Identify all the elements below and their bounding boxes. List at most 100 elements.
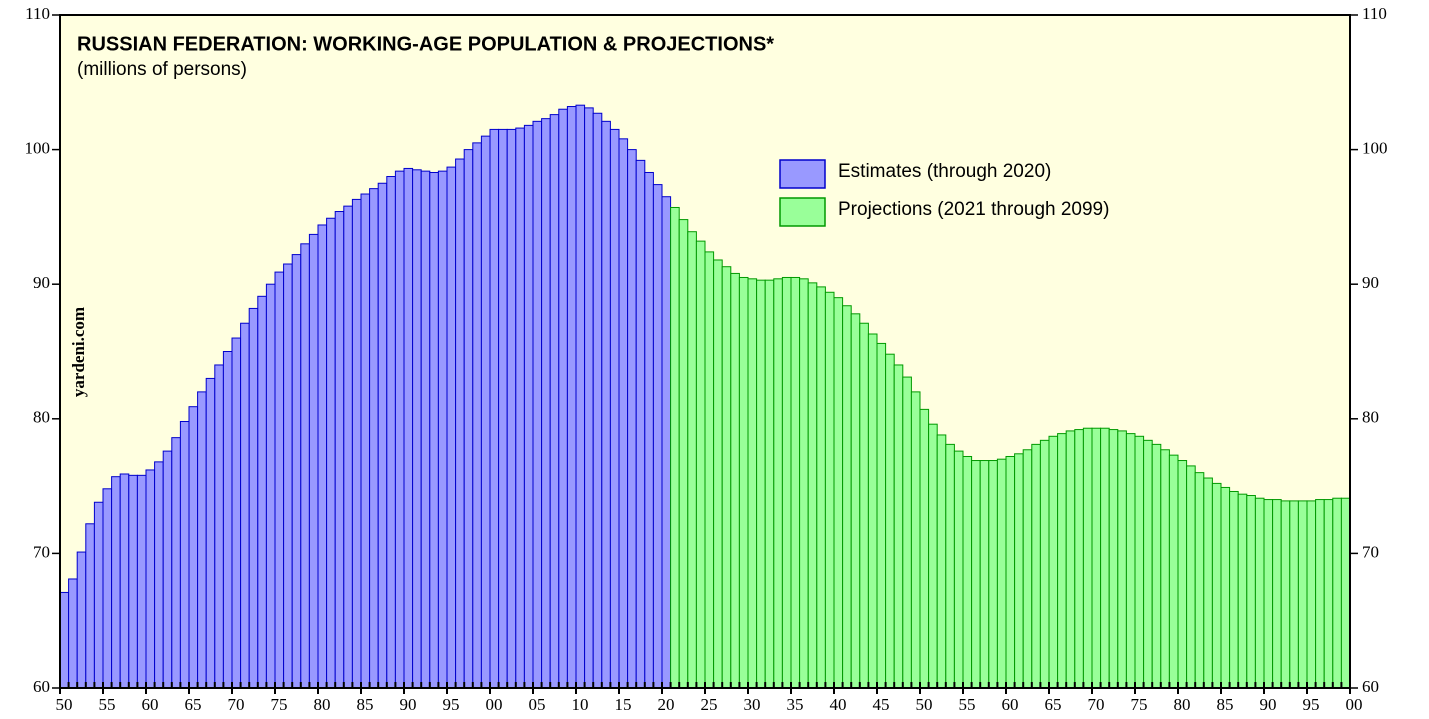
bar bbox=[136, 474, 147, 689]
bar bbox=[85, 523, 95, 689]
bar bbox=[403, 167, 414, 689]
bar bbox=[713, 259, 723, 689]
bar bbox=[351, 198, 362, 689]
bar bbox=[1254, 497, 1265, 689]
y2-tick-label: 110 bbox=[1362, 4, 1387, 23]
bar bbox=[420, 170, 431, 689]
bar bbox=[334, 211, 345, 689]
bar bbox=[1125, 433, 1136, 689]
bar bbox=[747, 278, 758, 689]
bar bbox=[515, 127, 525, 689]
bar bbox=[1117, 430, 1127, 689]
bar bbox=[386, 176, 396, 689]
bar bbox=[76, 551, 87, 689]
bar bbox=[214, 364, 224, 689]
bar bbox=[1057, 433, 1067, 689]
bar bbox=[627, 149, 637, 689]
y2-tick-label: 100 bbox=[1362, 139, 1388, 158]
bar bbox=[257, 295, 267, 689]
y2-tick-label: 60 bbox=[1362, 677, 1379, 696]
bar bbox=[730, 272, 740, 689]
x-tick-label: 35 bbox=[787, 695, 804, 714]
x-tick-label: 60 bbox=[142, 695, 159, 714]
bar bbox=[360, 193, 371, 689]
bar bbox=[584, 107, 594, 689]
bar bbox=[953, 450, 964, 689]
bar bbox=[996, 458, 1007, 689]
bar bbox=[1100, 427, 1110, 689]
bar bbox=[102, 488, 113, 689]
bar bbox=[678, 219, 689, 689]
bar bbox=[1031, 443, 1041, 689]
x-tick-label: 25 bbox=[701, 695, 718, 714]
bar bbox=[592, 112, 603, 689]
x-tick-label: 45 bbox=[873, 695, 890, 714]
bar bbox=[300, 243, 310, 689]
bar bbox=[222, 351, 233, 689]
bar bbox=[1229, 490, 1239, 689]
y2-tick-label: 80 bbox=[1362, 408, 1379, 427]
bar bbox=[472, 142, 482, 689]
bar bbox=[558, 108, 568, 689]
x-tick-label: 90 bbox=[400, 695, 417, 714]
bar bbox=[1315, 499, 1325, 689]
bar bbox=[687, 231, 697, 689]
x-tick-label: 65 bbox=[185, 695, 202, 714]
bar bbox=[394, 170, 405, 689]
bar bbox=[162, 450, 173, 689]
bar bbox=[945, 443, 955, 689]
bar bbox=[1014, 453, 1024, 689]
x-tick-label: 65 bbox=[1045, 695, 1062, 714]
bar bbox=[971, 460, 981, 689]
x-tick-label: 50 bbox=[916, 695, 933, 714]
bar bbox=[188, 406, 199, 689]
bar bbox=[377, 182, 388, 689]
bar bbox=[962, 455, 973, 689]
bar bbox=[429, 171, 439, 689]
bar bbox=[652, 184, 663, 689]
bar bbox=[326, 217, 336, 689]
bar bbox=[644, 171, 654, 689]
bar bbox=[506, 128, 517, 689]
bar bbox=[128, 474, 138, 689]
x-tick-label: 60 bbox=[1002, 695, 1019, 714]
x-tick-label: 80 bbox=[1174, 695, 1191, 714]
bar bbox=[842, 305, 852, 689]
x-tick-label: 40 bbox=[830, 695, 847, 714]
x-tick-label: 55 bbox=[99, 695, 116, 714]
bar bbox=[291, 254, 302, 689]
bar bbox=[575, 104, 586, 689]
bar bbox=[1186, 465, 1196, 689]
bar bbox=[902, 376, 912, 689]
legend-label: Estimates (through 2020) bbox=[838, 161, 1051, 182]
bar bbox=[1263, 499, 1274, 689]
bar bbox=[936, 434, 947, 689]
bar bbox=[412, 169, 422, 689]
bar bbox=[171, 437, 181, 689]
bar bbox=[876, 342, 887, 689]
bar bbox=[635, 159, 646, 689]
bar bbox=[756, 279, 766, 689]
x-tick-label: 55 bbox=[959, 695, 976, 714]
x-tick-label: 50 bbox=[56, 695, 73, 714]
x-tick-label: 00 bbox=[1346, 695, 1363, 714]
watermark: yardeni.com bbox=[69, 307, 88, 397]
bar bbox=[1134, 435, 1145, 689]
bar bbox=[919, 408, 930, 689]
x-tick-label: 10 bbox=[572, 695, 589, 714]
legend-swatch bbox=[779, 197, 826, 227]
x-tick-label: 90 bbox=[1260, 695, 1277, 714]
bar bbox=[1143, 439, 1153, 689]
x-tick-label: 75 bbox=[271, 695, 288, 714]
bar bbox=[1272, 499, 1282, 689]
bar bbox=[1323, 499, 1334, 689]
bar bbox=[824, 291, 835, 689]
bar bbox=[833, 297, 844, 689]
y2-tick-label: 70 bbox=[1362, 542, 1379, 561]
x-tick-label: 15 bbox=[615, 695, 632, 714]
bar bbox=[893, 364, 904, 689]
bar bbox=[1332, 497, 1342, 689]
bar bbox=[1340, 497, 1351, 689]
bar bbox=[799, 278, 809, 689]
